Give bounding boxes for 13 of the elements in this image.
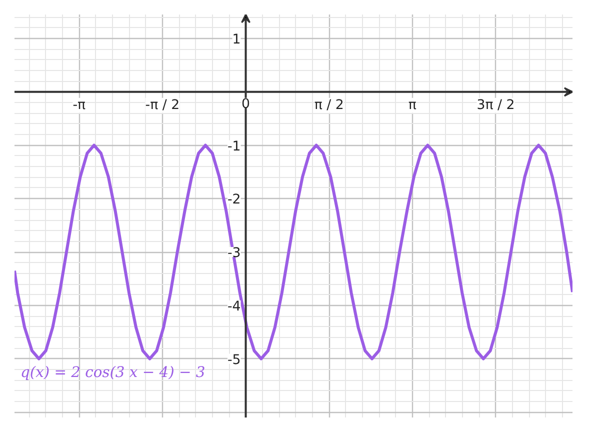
x-tick-label: 0 bbox=[242, 96, 250, 112]
x-tick-label: π bbox=[408, 98, 416, 113]
series-label: q(x) = 2 cos(3 x − 4) − 3 bbox=[20, 364, 206, 381]
x-tick-label: π / 2 bbox=[314, 98, 344, 113]
y-tick-label: -4 bbox=[227, 299, 241, 314]
x-tick-label: 3π / 2 bbox=[476, 98, 515, 113]
y-tick-label: -3 bbox=[227, 246, 241, 262]
y-tick-label: 1 bbox=[232, 32, 241, 48]
y-tick-label: -2 bbox=[227, 192, 241, 208]
x-tick-label: -π / 2 bbox=[145, 98, 180, 113]
y-tick-label: -5 bbox=[227, 352, 241, 368]
y-tick-label: -1 bbox=[227, 139, 241, 154]
x-tick-label: -π bbox=[72, 98, 86, 113]
